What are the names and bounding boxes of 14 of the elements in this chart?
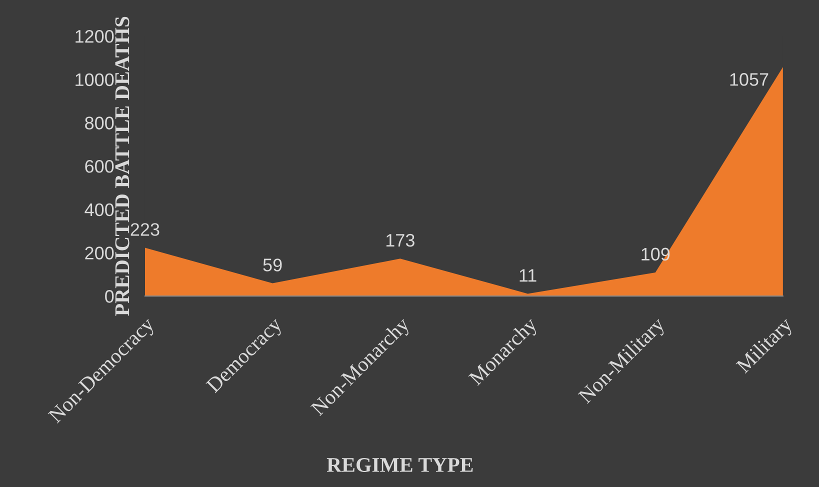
y-tick-label: 200 — [85, 246, 114, 260]
y-tick-label: 600 — [85, 160, 114, 173]
y-tick-label: 800 — [85, 116, 114, 130]
data-label: 223 — [130, 223, 160, 236]
x-axis-title: REGIME TYPE — [326, 458, 473, 472]
data-label: 1057 — [730, 73, 768, 86]
y-tick-label: 400 — [84, 203, 114, 216]
y-tick-label: 1200 — [76, 30, 114, 43]
data-label: 59 — [263, 258, 282, 272]
y-tick-label: 0 — [105, 290, 114, 303]
y-axis-title: PREDICTED BATTLE DEATHS — [115, 16, 130, 316]
y-tick-label: 1000 — [76, 73, 114, 86]
data-label: 173 — [386, 234, 414, 247]
data-label: 11 — [520, 269, 536, 282]
